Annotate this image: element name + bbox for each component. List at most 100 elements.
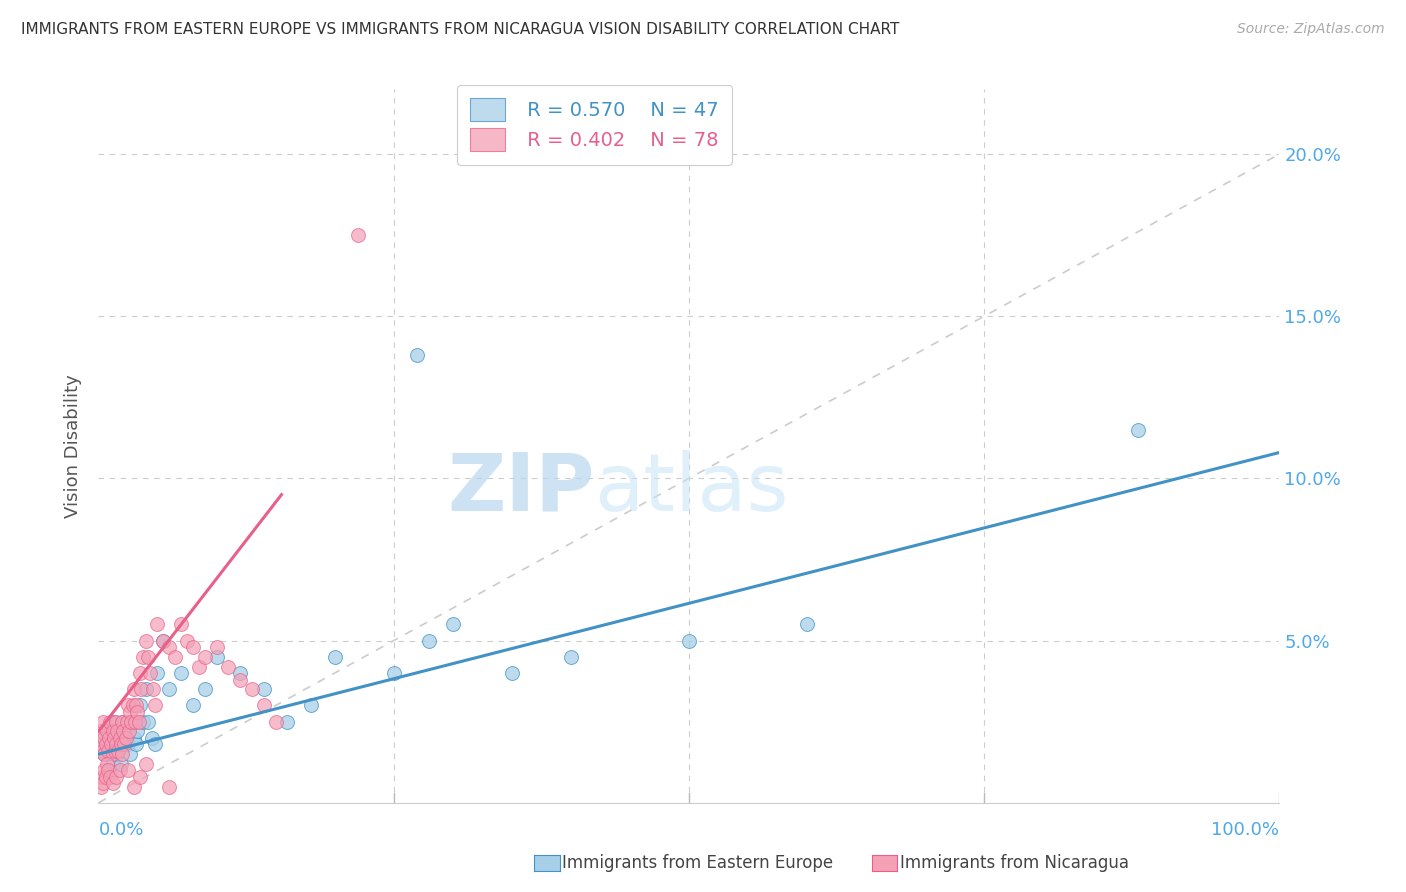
Point <box>118 724 141 739</box>
Point <box>129 682 152 697</box>
Point <box>114 731 136 745</box>
Point <box>560 649 582 664</box>
Point <box>120 705 142 719</box>
Point <box>128 666 150 681</box>
Point <box>229 673 252 687</box>
Point <box>181 640 204 654</box>
Point <box>152 633 174 648</box>
Point <box>112 724 135 739</box>
Point <box>128 698 150 713</box>
Point <box>101 747 124 761</box>
Point <box>157 780 180 794</box>
Point <box>110 738 132 752</box>
Point <box>323 649 346 664</box>
Text: Immigrants from Nicaragua: Immigrants from Nicaragua <box>900 855 1129 872</box>
Point <box>93 731 115 745</box>
Point <box>97 764 120 778</box>
Point <box>108 764 131 778</box>
Point <box>110 756 132 771</box>
Point <box>132 714 155 729</box>
Point <box>347 228 370 243</box>
Point <box>122 731 145 745</box>
Text: IMMIGRANTS FROM EASTERN EUROPE VS IMMIGRANTS FROM NICARAGUA VISION DISABILITY CO: IMMIGRANTS FROM EASTERN EUROPE VS IMMIGR… <box>21 22 900 37</box>
Point <box>94 738 117 752</box>
Point <box>121 714 143 729</box>
Point <box>146 666 169 681</box>
Point <box>117 698 139 713</box>
Point <box>135 633 157 648</box>
Point <box>104 744 127 758</box>
Point <box>187 659 209 673</box>
Point <box>139 666 162 681</box>
Point <box>96 756 118 771</box>
Point <box>112 738 135 752</box>
Point <box>91 770 114 784</box>
Point <box>91 744 114 758</box>
Legend:  R = 0.570    N = 47,  R = 0.402    N = 78: R = 0.570 N = 47, R = 0.402 N = 78 <box>457 85 733 164</box>
Point <box>217 659 239 673</box>
Point <box>181 698 204 713</box>
Point <box>136 649 159 664</box>
Point <box>127 724 149 739</box>
Text: Source: ZipAtlas.com: Source: ZipAtlas.com <box>1237 22 1385 37</box>
Point <box>103 731 125 745</box>
Point <box>382 666 405 681</box>
Point <box>101 724 124 739</box>
Point <box>111 747 134 761</box>
Text: 100.0%: 100.0% <box>1212 821 1279 838</box>
Point <box>89 738 111 752</box>
Point <box>103 714 125 729</box>
Point <box>143 738 166 752</box>
Point <box>96 731 118 745</box>
Point <box>176 633 198 648</box>
Point <box>299 698 322 713</box>
Point <box>194 682 217 697</box>
Point <box>111 714 134 729</box>
Point <box>122 780 145 794</box>
Point <box>205 649 228 664</box>
Point <box>93 747 115 761</box>
Point <box>90 724 112 739</box>
Point <box>108 738 131 752</box>
Point <box>124 714 146 729</box>
Point <box>253 682 276 697</box>
Point <box>142 682 165 697</box>
Point <box>253 698 276 713</box>
Point <box>127 705 149 719</box>
Text: ZIP: ZIP <box>447 450 595 528</box>
Point <box>108 731 131 745</box>
Point <box>93 747 115 761</box>
Point <box>128 770 150 784</box>
Point <box>146 617 169 632</box>
Point <box>105 738 128 752</box>
Y-axis label: Vision Disability: Vision Disability <box>65 374 83 518</box>
Text: atlas: atlas <box>595 450 789 528</box>
Point <box>157 640 180 654</box>
Point <box>501 666 523 681</box>
Point <box>97 764 120 778</box>
Point <box>112 724 135 739</box>
Point <box>170 666 193 681</box>
Point <box>98 724 121 739</box>
Point <box>91 776 114 790</box>
Point <box>121 698 143 713</box>
Point <box>406 348 429 362</box>
Point <box>101 756 124 771</box>
Point <box>157 682 180 697</box>
Point <box>121 714 143 729</box>
Point <box>101 776 124 790</box>
Text: Immigrants from Eastern Europe: Immigrants from Eastern Europe <box>562 855 834 872</box>
Point <box>122 682 145 697</box>
Point <box>105 770 128 784</box>
Point <box>135 756 157 771</box>
Point <box>117 764 139 778</box>
Point <box>117 738 139 752</box>
Point <box>205 640 228 654</box>
Point <box>94 770 117 784</box>
Point <box>135 682 157 697</box>
Point <box>136 714 159 729</box>
Point <box>170 617 193 632</box>
Point <box>165 649 187 664</box>
Point <box>264 714 287 729</box>
Point <box>100 738 122 752</box>
